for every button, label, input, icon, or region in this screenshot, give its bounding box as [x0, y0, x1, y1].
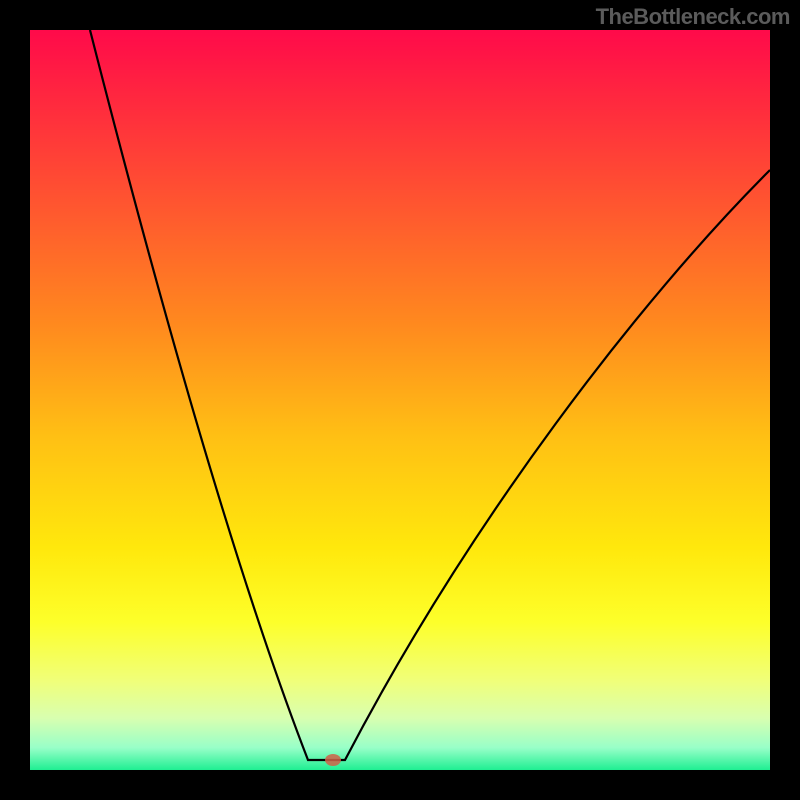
bottleneck-chart [0, 0, 800, 800]
optimum-marker [325, 754, 341, 766]
watermark-text: TheBottleneck.com [596, 4, 790, 30]
chart-stage: TheBottleneck.com [0, 0, 800, 800]
